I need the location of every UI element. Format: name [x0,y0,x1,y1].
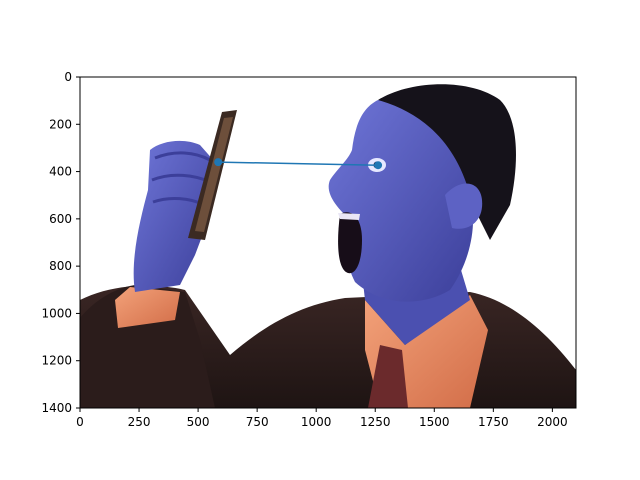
series-line [218,161,379,166]
background-photo [80,84,576,408]
x-tick-label: 1500 [419,415,450,429]
y-tick-label: 800 [49,259,72,273]
y-axis: 0 200 400 600 800 1000 1200 1400 [41,70,80,415]
shirt-cuff [115,287,180,328]
x-tick-label: 250 [128,415,151,429]
series-layer [214,158,383,170]
tie [368,345,408,408]
y-tick-label: 600 [49,212,72,226]
y-tick-label: 0 [64,70,72,84]
y-tick-label: 1200 [41,354,72,368]
x-tick-label: 0 [76,415,84,429]
y-tick-label: 400 [49,165,72,179]
x-tick-label: 2000 [537,415,568,429]
face [328,100,474,302]
x-axis: 0 250 500 750 1000 1250 1500 1750 2000 [76,408,568,429]
x-tick-label: 750 [246,415,269,429]
mouth [338,212,362,274]
y-tick-label: 1000 [41,306,72,320]
data-point-marker [214,158,223,167]
suit-sleeve [80,285,215,408]
y-tick-label: 1400 [41,401,72,415]
x-tick-label: 500 [187,415,210,429]
y-tick-label: 200 [49,117,72,131]
data-point-marker [374,161,383,170]
x-tick-label: 1750 [478,415,509,429]
axes-frame [79,76,577,409]
x-tick-label: 1000 [301,415,332,429]
x-tick-label: 1250 [360,415,391,429]
ear [445,183,483,229]
